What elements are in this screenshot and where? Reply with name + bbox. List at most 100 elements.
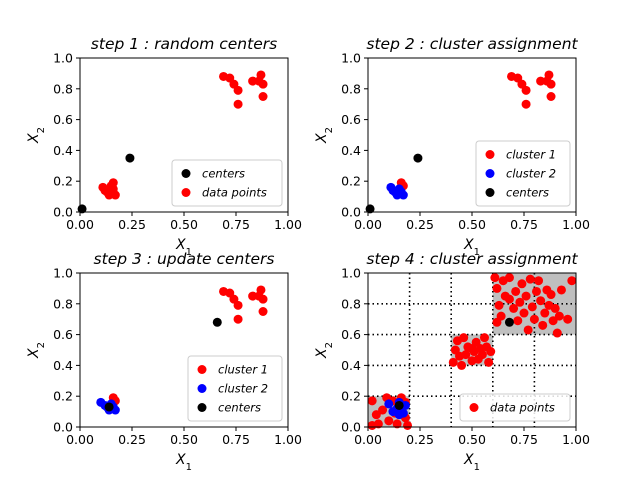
y-tick-label: 0.6 <box>53 112 73 127</box>
x-tick-label: 1.00 <box>562 432 590 447</box>
data-point <box>455 351 465 361</box>
data-point <box>540 308 550 318</box>
data-point <box>521 99 531 109</box>
data-point <box>256 70 266 80</box>
x-tick-label: 0.00 <box>354 432 382 447</box>
data-point <box>563 314 573 324</box>
chart-panel-2: 0.00 0.25 0.50 0.75 1.00 0.0 0.2 0.4 0.6 0.8 1.0 st… <box>314 35 590 258</box>
legend-marker <box>181 169 191 178</box>
data-point <box>403 420 413 430</box>
x-tick-label: 0.50 <box>170 217 198 232</box>
x-tick-label: 0.25 <box>118 217 146 232</box>
data-point <box>125 153 135 163</box>
x-axis-label: X1 <box>463 452 480 473</box>
data-point <box>258 307 268 316</box>
data-point <box>517 279 527 289</box>
y-tick-label: 0.8 <box>341 81 361 96</box>
legend-label: centers <box>506 186 549 200</box>
data-point <box>448 357 458 367</box>
data-point <box>552 328 562 338</box>
y-tick-label: 0.2 <box>341 389 361 404</box>
data-point <box>233 85 243 95</box>
y-axis-label: X2 <box>26 342 47 359</box>
y-tick-label: 1.0 <box>341 266 361 281</box>
y-tick-label: 1.0 <box>53 51 73 66</box>
y-tick-label: 0.2 <box>341 174 361 189</box>
data-point <box>519 308 529 318</box>
data-point <box>536 76 546 86</box>
y-tick-label: 0.6 <box>53 327 73 342</box>
data-point <box>394 400 404 410</box>
x-tick-label: 0.50 <box>458 432 486 447</box>
data-point <box>490 273 500 283</box>
data-point <box>554 311 564 321</box>
data-point <box>486 347 496 357</box>
data-point <box>521 291 531 301</box>
data-point <box>513 316 523 326</box>
y-tick-label: 0.0 <box>53 205 73 220</box>
x-tick-label: 1.00 <box>274 432 302 447</box>
legend-marker <box>197 403 207 412</box>
x-tick-label: 1.00 <box>562 217 590 232</box>
legend-marker <box>197 365 207 374</box>
data-point <box>550 303 560 313</box>
data-point <box>258 79 268 89</box>
data-point <box>459 333 469 343</box>
data-point <box>509 303 519 313</box>
legend-label: cluster 1 <box>506 148 556 162</box>
data-point <box>504 273 514 283</box>
y-tick-label: 0.8 <box>53 81 73 96</box>
data-point <box>413 153 423 163</box>
data-point <box>378 405 388 415</box>
legend-box <box>171 159 283 207</box>
data-point <box>546 290 556 300</box>
data-point <box>536 296 546 306</box>
y-tick-label: 0.4 <box>53 143 73 158</box>
y-tick-label: 0.4 <box>341 143 361 158</box>
x-tick-label: 0.50 <box>170 432 198 447</box>
x-tick-label: 0.25 <box>406 217 434 232</box>
chart-title: step 4 : cluster assignment <box>366 250 578 268</box>
x-tick-label: 0.00 <box>66 432 94 447</box>
data-point <box>108 187 118 197</box>
y-tick-label: 0.8 <box>341 296 361 311</box>
data-point <box>546 92 556 101</box>
x-axis-label: X1 <box>175 237 192 258</box>
legend-box <box>459 393 571 422</box>
legend: centers data points <box>171 159 283 207</box>
y-tick-label: 0.2 <box>53 389 73 404</box>
data-point <box>212 317 222 327</box>
data-point <box>492 317 502 327</box>
legend-box <box>187 355 283 422</box>
data-point <box>108 178 118 188</box>
legend-label: data points <box>490 401 555 415</box>
legend: data points <box>459 393 571 422</box>
legend-marker <box>485 169 495 178</box>
data-point <box>538 320 548 330</box>
chart-panel-3: 0.00 0.25 0.50 0.75 1.00 0.0 0.2 0.4 0.6 0.8 1.0 st… <box>26 250 302 473</box>
data-point <box>531 286 541 296</box>
x-tick-label: 0.75 <box>222 217 250 232</box>
data-point <box>396 187 406 197</box>
data-point <box>467 343 477 353</box>
y-axis-label: X2 <box>314 127 335 144</box>
chart-title: step 1 : random centers <box>91 35 277 53</box>
chart-panel-4: 0.00 0.25 0.50 0.75 1.00 0.0 0.2 0.4 0.6 0.8 1.0 st… <box>314 250 590 473</box>
y-tick-label: 0.4 <box>53 358 73 373</box>
data-point <box>367 420 377 430</box>
x-tick-label: 0.25 <box>406 432 434 447</box>
y-tick-label: 0.2 <box>53 174 73 189</box>
data-point <box>477 350 487 360</box>
legend-label: cluster 2 <box>218 382 268 396</box>
x-tick-label: 0.75 <box>510 217 538 232</box>
data-point <box>521 85 531 95</box>
legend-marker <box>485 188 495 197</box>
legend-marker <box>485 150 495 159</box>
data-point <box>492 283 502 293</box>
data-point <box>104 402 114 412</box>
data-point <box>248 76 258 86</box>
x-axis-label: X1 <box>463 237 480 258</box>
legend-label: cluster 2 <box>506 167 556 181</box>
data-point <box>504 294 514 304</box>
